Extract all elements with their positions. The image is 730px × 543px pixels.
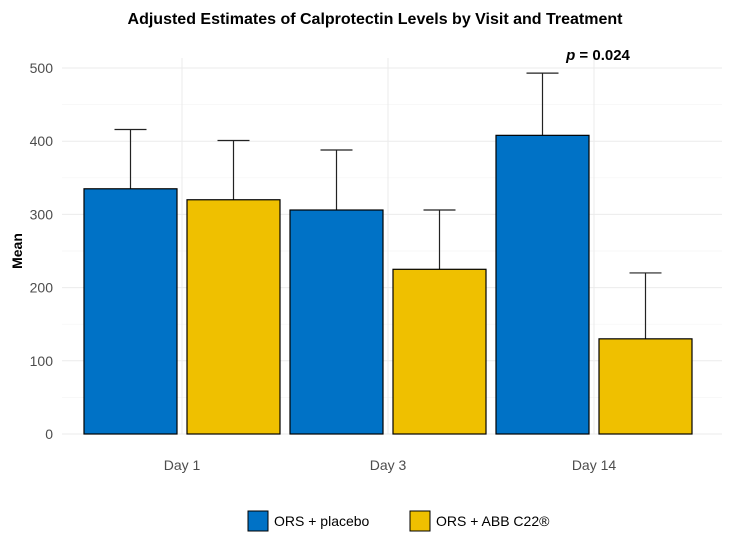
p-value: = 0.024 <box>575 47 630 64</box>
bar <box>495 134 590 435</box>
x-tick-label: Day 14 <box>572 457 617 473</box>
bar <box>598 338 693 435</box>
legend-swatch <box>247 510 269 532</box>
p-value-annotation: p = 0.024 <box>565 47 630 64</box>
y-tick-label: 200 <box>30 280 54 296</box>
x-tick-label: Day 3 <box>370 457 407 473</box>
bar <box>186 199 281 435</box>
y-tick-label: 500 <box>30 60 54 76</box>
legend-label: ORS + ABB C22® <box>436 513 550 529</box>
y-tick-label: 300 <box>30 206 54 222</box>
bar <box>83 188 178 435</box>
x-tick-label: Day 1 <box>164 457 201 473</box>
y-tick-label: 400 <box>30 133 54 149</box>
chart-title: Adjusted Estimates of Calprotectin Level… <box>128 11 624 28</box>
p-symbol: p <box>565 47 575 64</box>
y-tick-label: 0 <box>45 426 53 442</box>
legend-swatch <box>409 510 431 532</box>
y-tick-label: 100 <box>30 353 54 369</box>
bar <box>289 209 384 435</box>
legend-label: ORS + placebo <box>274 513 370 529</box>
bar <box>392 268 487 435</box>
y-axis-label: Mean <box>9 233 25 269</box>
